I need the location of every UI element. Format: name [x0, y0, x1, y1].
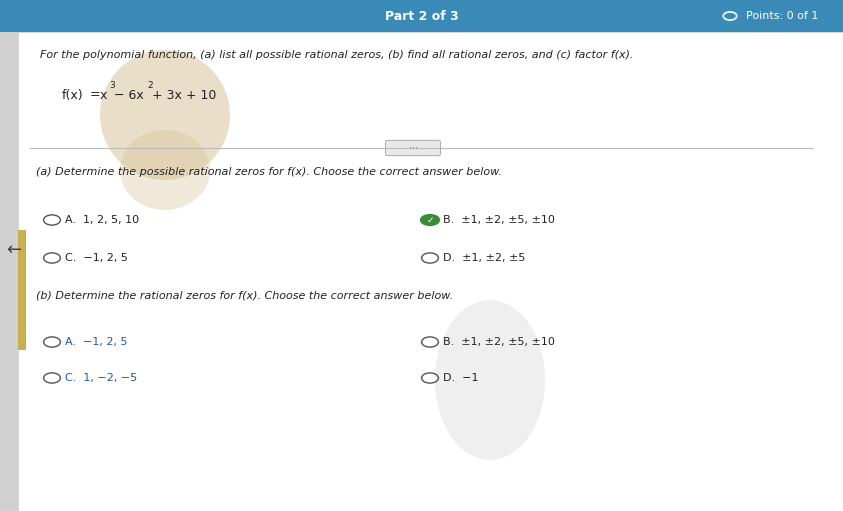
Text: =: =: [90, 88, 100, 102]
Text: B.  ±1, ±2, ±5, ±10: B. ±1, ±2, ±5, ±10: [443, 215, 555, 225]
Ellipse shape: [120, 130, 210, 210]
FancyBboxPatch shape: [0, 0, 843, 32]
Circle shape: [420, 214, 440, 226]
Text: ···: ···: [409, 143, 417, 153]
Text: x: x: [100, 88, 107, 102]
Text: 3: 3: [109, 81, 115, 90]
Text: A.  1, 2, 5, 10: A. 1, 2, 5, 10: [65, 215, 139, 225]
FancyBboxPatch shape: [385, 141, 441, 156]
Ellipse shape: [435, 300, 545, 460]
Text: C.  −1, 2, 5: C. −1, 2, 5: [65, 253, 128, 263]
Text: f(x): f(x): [62, 88, 83, 102]
Text: (b) Determine the rational zeros for f(x). Choose the correct answer below.: (b) Determine the rational zeros for f(x…: [36, 290, 454, 300]
Text: A.  −1, 2, 5: A. −1, 2, 5: [65, 337, 127, 347]
Text: For the polynomial function, (a) list all possible rational zeros, (b) find all : For the polynomial function, (a) list al…: [40, 50, 633, 60]
Text: (a) Determine the possible rational zeros for f(x). Choose the correct answer be: (a) Determine the possible rational zero…: [36, 167, 502, 177]
Text: D.  ±1, ±2, ±5: D. ±1, ±2, ±5: [443, 253, 525, 263]
Text: + 3x + 10: + 3x + 10: [152, 88, 217, 102]
FancyBboxPatch shape: [18, 230, 26, 350]
Text: 2: 2: [147, 81, 153, 90]
FancyBboxPatch shape: [18, 32, 843, 511]
Text: B.  ±1, ±2, ±5, ±10: B. ±1, ±2, ±5, ±10: [443, 337, 555, 347]
Text: C.  1, −2, −5: C. 1, −2, −5: [65, 373, 137, 383]
Text: Part 2 of 3: Part 2 of 3: [384, 10, 459, 22]
Text: ←: ←: [7, 241, 22, 259]
Ellipse shape: [100, 50, 230, 180]
Text: Points: 0 of 1: Points: 0 of 1: [746, 11, 819, 21]
Text: D.  −1: D. −1: [443, 373, 479, 383]
Text: − 6x: − 6x: [114, 88, 144, 102]
Text: ✓: ✓: [427, 216, 434, 224]
